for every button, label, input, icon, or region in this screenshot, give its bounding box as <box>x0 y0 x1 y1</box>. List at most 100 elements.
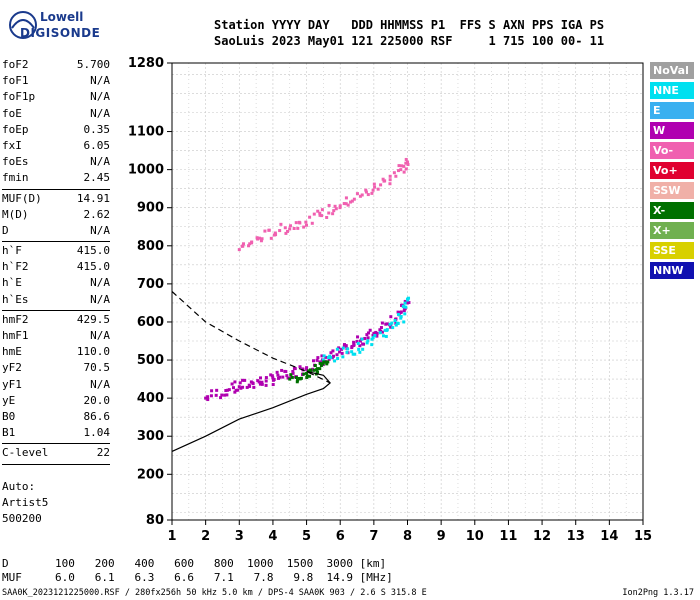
echo-point-fill <box>215 388 219 392</box>
echo-point-fill <box>402 170 406 174</box>
echo-point-fill <box>312 212 316 216</box>
lowell-digisonde-logo: Lowell DIGISONDE <box>6 4 116 44</box>
param-key: foF1p <box>2 90 36 104</box>
x-tick-label: 3 <box>235 529 244 544</box>
header-line1: Station YYYY DAY DDD HHMMSS P1 FFS S AXN… <box>214 18 605 32</box>
echo-point-fill <box>342 343 346 347</box>
logo-line1: Lowell <box>40 10 84 24</box>
echo-point-fill <box>239 386 243 390</box>
echo-point-fill <box>291 370 295 374</box>
echo-point-x- <box>305 371 309 375</box>
echo-point-fill <box>320 214 324 218</box>
echo-point-vo- <box>379 183 383 187</box>
footer-version: Ion2Png 1.3.17 <box>622 588 694 598</box>
echo-point-fill <box>331 212 335 216</box>
echo-point-fill <box>355 192 359 196</box>
param-row-mufd: MUF(D) 14.91 <box>2 192 110 208</box>
echo-point-fill <box>394 174 398 178</box>
echo-point-fill <box>294 221 298 225</box>
echo-point-fill <box>394 322 398 326</box>
echo-point-fill <box>283 226 287 230</box>
param-value: N/A <box>90 155 110 169</box>
echo-point-vo- <box>358 194 362 198</box>
param-row-fxi: fxI 6.05 <box>2 139 110 155</box>
header-line2: SaoLuis 2023 May01 121 225000 RSF 1 715 … <box>214 34 605 48</box>
echo-point-fill <box>396 169 400 173</box>
echo-point-fill <box>240 244 244 248</box>
param-key: MUF(D) <box>2 191 42 205</box>
echo-point-fill <box>394 323 398 327</box>
echo-point-fill <box>322 354 326 358</box>
y-tick-label: 700 <box>137 277 164 292</box>
echo-point-nne <box>321 358 325 362</box>
echo-point-fill <box>296 226 300 230</box>
param-key: hmF2 <box>2 312 29 326</box>
echo-point-w <box>305 366 309 370</box>
param-separator <box>2 309 110 311</box>
echo-point-fill <box>250 241 254 245</box>
echo-point-fill <box>344 196 348 200</box>
echo-point-fill <box>256 237 260 241</box>
echo-point-fill <box>272 378 276 382</box>
echo-point-fill <box>260 237 264 241</box>
param-value: N/A <box>90 292 110 306</box>
echo-point-fill <box>389 315 393 319</box>
footer-bar: SAA0K_2023121225000.RSF / 280fx256h 50 k… <box>2 588 698 598</box>
y-tick-label: 800 <box>137 239 164 254</box>
echo-point-fill <box>394 317 398 321</box>
echo-point-fill <box>305 367 309 371</box>
echo-point-fill <box>273 231 277 235</box>
param-row-hf: h`F 415.0 <box>2 244 110 260</box>
echo-point-fill <box>325 215 329 219</box>
echo-point-fill <box>340 347 344 351</box>
echo-point-fill <box>277 376 281 380</box>
param-key: foEs <box>2 155 29 169</box>
echo-point-nne <box>365 341 369 345</box>
echo-point-fill <box>290 375 294 379</box>
param-value: 429.5 <box>76 312 110 326</box>
echo-point-fill <box>302 372 306 376</box>
echo-point-fill <box>219 396 223 400</box>
param-key: B0 <box>2 409 16 423</box>
echo-point-fill <box>406 163 410 167</box>
echo-point-w <box>358 339 362 343</box>
echo-point-fill <box>375 331 379 335</box>
echo-point-fill <box>338 206 342 210</box>
echo-point-fill <box>351 352 355 356</box>
echo-point-fill <box>344 344 348 348</box>
echo-point-fill <box>344 202 348 206</box>
echo-point-fill <box>271 383 275 387</box>
y-tick-label: 500 <box>137 353 164 368</box>
param-key: foE <box>2 106 22 120</box>
echo-point-fill <box>304 220 308 224</box>
density-profile-solid <box>171 370 331 452</box>
echo-point-fill <box>206 398 210 402</box>
echo-point-fill <box>366 336 370 340</box>
echo-point-fill <box>272 233 276 237</box>
x-tick-label: 11 <box>499 529 517 544</box>
echo-point-fill <box>388 182 392 186</box>
param-separator <box>2 241 110 243</box>
x-tick-label: 6 <box>336 529 345 544</box>
echo-point-fill <box>332 209 336 213</box>
echo-point-fill <box>233 380 237 384</box>
param-row-hes: h`Es N/A <box>2 293 110 309</box>
echo-point-fill <box>370 343 374 347</box>
echo-point-fill <box>319 364 323 368</box>
echo-point-fill <box>341 355 345 359</box>
echo-point-fill <box>400 164 404 168</box>
echo-point-fill <box>289 373 293 377</box>
param-row-fmin: fmin 2.45 <box>2 171 110 187</box>
param-row-hmf2: hmF2 429.5 <box>2 313 110 329</box>
echo-point-fill <box>388 178 392 182</box>
echo-point-fill <box>271 376 275 380</box>
param-key: M(D) <box>2 207 29 221</box>
y-tick-label: 1100 <box>128 125 164 140</box>
echo-point-fill <box>396 321 400 325</box>
auto-label: Auto: <box>2 480 36 493</box>
echo-point-fill <box>220 393 224 397</box>
echo-point-fill <box>294 375 298 379</box>
echo-point-fill <box>312 359 316 363</box>
param-key: foEp <box>2 122 29 136</box>
echo-point-fill <box>403 307 407 311</box>
